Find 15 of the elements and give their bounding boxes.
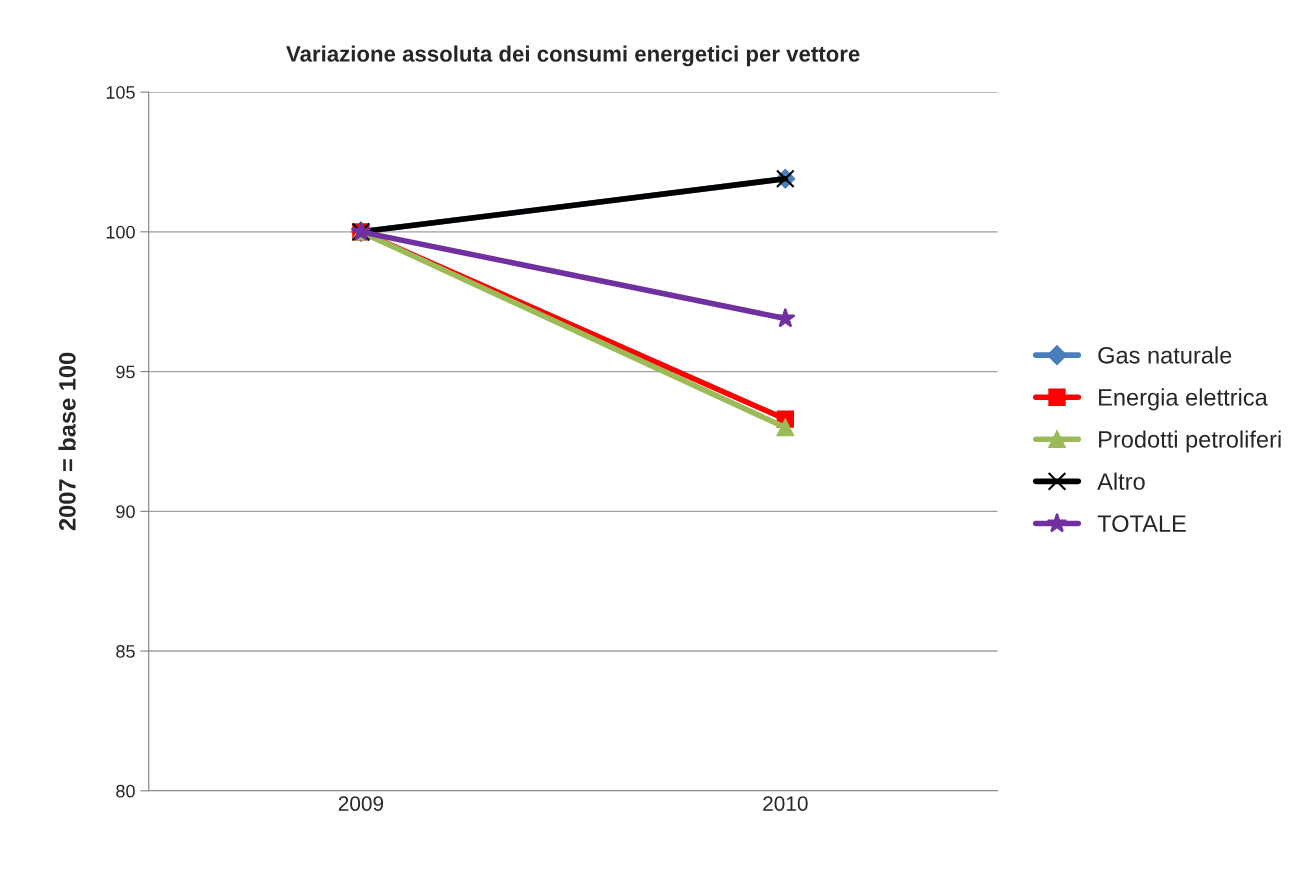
legend-label: Gas naturale <box>1098 346 1232 364</box>
y-tick-label: 90 <box>116 505 135 519</box>
legend-label: Energia elettrica <box>1099 388 1268 411</box>
legend-label: Altro <box>1097 472 1145 490</box>
x-tick-label: 2009 <box>338 796 384 811</box>
y-tick-label: 95 <box>116 365 135 379</box>
y-tick-label: 105 <box>106 86 135 99</box>
y-tick-label: 85 <box>116 644 135 658</box>
y-tick-label: 80 <box>116 784 135 798</box>
y-tick-label: 100 <box>106 225 135 239</box>
legend-label: TOTALE <box>1097 515 1186 532</box>
y-axis-title: 2007 = base 100 <box>58 352 76 531</box>
x-tick-label: 2010 <box>763 796 808 811</box>
legend-label: Prodotti petroliferi <box>1099 430 1281 453</box>
chart-title: Variazione assoluta dei consumi energetici per vettore <box>286 45 860 67</box>
